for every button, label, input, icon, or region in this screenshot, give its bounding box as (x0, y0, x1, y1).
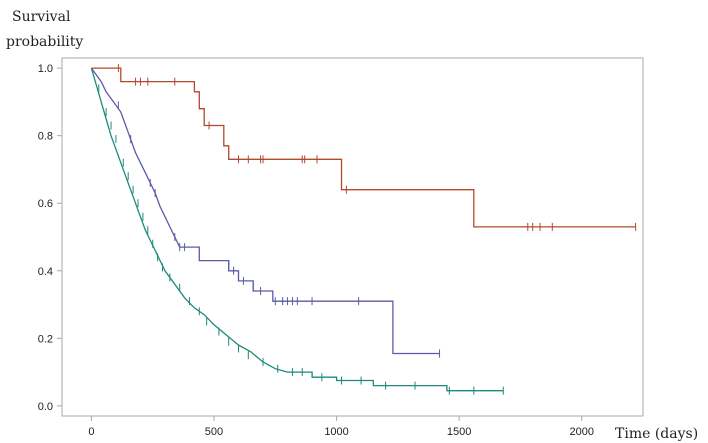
x-tick-label: 2000 (569, 426, 593, 438)
series-1 (91, 64, 637, 231)
survival-curve-line (90, 67, 440, 355)
series-3 (90, 67, 504, 395)
y-tick-label: 0.6 (38, 198, 53, 210)
series-layer (90, 64, 637, 395)
y-axis-label-line-1: Survival (12, 9, 71, 25)
x-tick-label: 1500 (447, 426, 471, 438)
y-tick-label: 0.4 (38, 266, 53, 278)
x-tick-label: 500 (205, 426, 223, 438)
y-tick-label: 0.2 (38, 333, 53, 345)
x-axis-label: Time (days) (615, 426, 698, 442)
y-axis-label: Survival probability (6, 9, 83, 50)
survival-curve-line (91, 67, 636, 228)
y-tick-label: 0.8 (38, 131, 53, 143)
series-2 (90, 67, 441, 358)
y-tick-label: 0.0 (38, 401, 53, 413)
x-tick-label: 0 (88, 426, 94, 438)
y-axis-label-line-2: probability (6, 34, 83, 50)
axis-ticks: 0 500 1000 1500 2000 0.0 0.2 0.4 0.6 0.8 1.0 (38, 63, 594, 438)
plot-frame (61, 57, 644, 417)
x-tick-label: 1000 (324, 426, 348, 438)
y-tick-label: 1.0 (38, 63, 53, 75)
survival-curve-line (90, 67, 504, 392)
